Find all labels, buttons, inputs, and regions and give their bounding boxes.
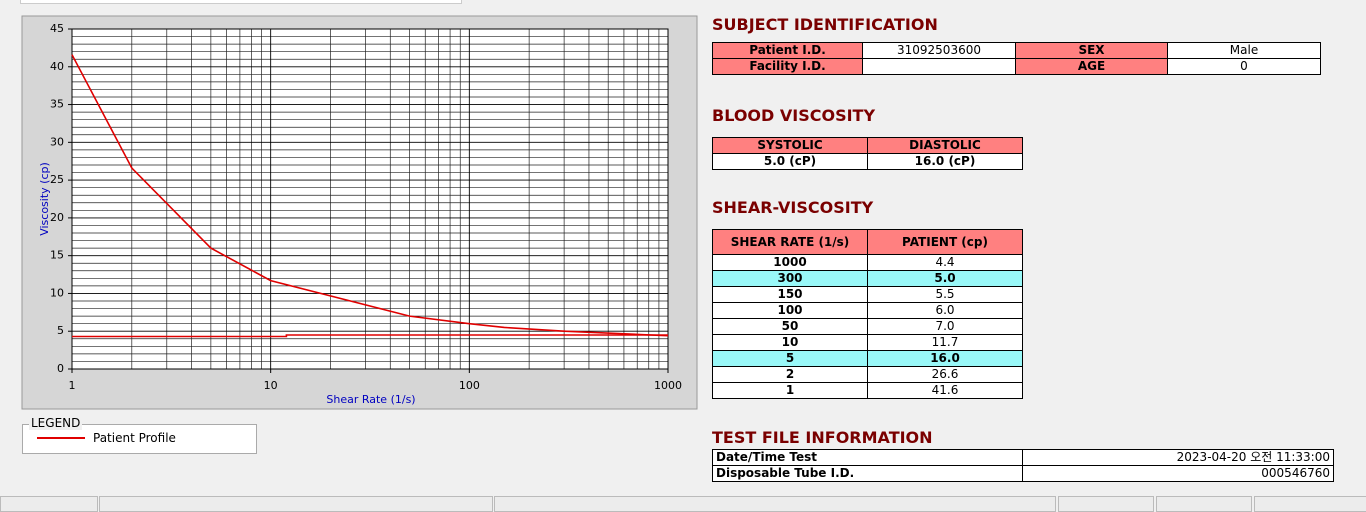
- status-panel: [1058, 496, 1154, 512]
- shear-table: SHEAR RATE (1/s) PATIENT (cp) 1000 4.4 300 5…: [712, 229, 1023, 399]
- cell: 41.6: [867, 382, 1023, 399]
- cell: DIASTOLIC: [867, 137, 1023, 154]
- y-tick-label: 15: [50, 249, 64, 262]
- x-tick-label: 100: [459, 379, 480, 392]
- section-title: SUBJECT IDENTIFICATION: [712, 15, 938, 34]
- cell: 16.0: [867, 350, 1023, 367]
- cell: 000546760: [1022, 465, 1334, 482]
- x-tick-label: 1: [69, 379, 76, 392]
- cell: 6.0: [867, 302, 1023, 319]
- legend-title: LEGEND: [29, 416, 83, 430]
- cell: 100: [712, 302, 868, 319]
- cell: Male: [1167, 42, 1321, 59]
- cell: 5.0 (cP): [712, 153, 868, 170]
- cell: PATIENT (cp): [867, 229, 1023, 255]
- cell: 2023-04-20 오전 11:33:00: [1022, 449, 1334, 466]
- cell: 300: [712, 270, 868, 287]
- blood-table: SYSTOLIC DIASTOLIC 5.0 (cP) 16.0 (cP): [712, 137, 1023, 170]
- cell: 2: [712, 366, 868, 383]
- status-panel: [1156, 496, 1252, 512]
- y-tick-label: 10: [50, 286, 64, 299]
- x-axis-label: Shear Rate (1/s): [326, 393, 415, 406]
- cell: 10: [712, 334, 868, 351]
- data-line: [71, 54, 669, 337]
- x-tick-label: 1000: [654, 379, 682, 392]
- cell: 5.0: [867, 270, 1023, 287]
- cell: 1000: [712, 254, 868, 271]
- cell: 0: [1167, 58, 1321, 75]
- cell: AGE: [1015, 58, 1168, 75]
- y-tick-label: 30: [50, 135, 64, 148]
- plot-area: [72, 29, 668, 369]
- y-tick-label: 45: [50, 22, 64, 35]
- cell: Patient I.D.: [712, 42, 863, 59]
- y-tick-label: 0: [57, 362, 64, 375]
- cell: Date/Time Test: [712, 449, 1023, 466]
- cell: 4.4: [867, 254, 1023, 271]
- section-title: SHEAR-VISCOSITY: [712, 198, 874, 217]
- y-tick-label: 35: [50, 98, 64, 111]
- cell: 26.6: [867, 366, 1023, 383]
- top-tab: [20, 0, 462, 4]
- section-title: TEST FILE INFORMATION: [712, 428, 933, 447]
- cell: 5.5: [867, 286, 1023, 303]
- status-panel: [99, 496, 493, 512]
- legend-item: Patient Profile: [37, 431, 176, 445]
- cell: 50: [712, 318, 868, 335]
- y-tick-label: 20: [50, 211, 64, 224]
- cell: 150: [712, 286, 868, 303]
- test-file-table: Date/Time Test 2023-04-20 오전 11:33:00 Dis…: [712, 449, 1334, 482]
- plot-frame: [71, 28, 669, 370]
- data-line: [72, 334, 668, 338]
- status-panel: [494, 496, 1056, 512]
- cell: Disposable Tube I.D.: [712, 465, 1023, 482]
- y-axis-label: Viscosity (cp): [38, 162, 51, 236]
- cell: 31092503600: [862, 42, 1016, 59]
- cell: 1: [712, 382, 868, 399]
- legend-swatch: [37, 437, 85, 439]
- cell: [862, 58, 1016, 75]
- cell: 5: [712, 350, 868, 367]
- subject-table: Patient I.D. 31092503600 SEX Male Facility …: [712, 42, 1321, 75]
- cell: 16.0 (cP): [867, 153, 1023, 170]
- y-tick-label: 25: [50, 173, 64, 186]
- status-panel: [0, 496, 98, 512]
- cell: SHEAR RATE (1/s): [712, 229, 868, 255]
- chart: Shear Rate (1/s) Viscosity (cp) 0 5 10 15 20…: [21, 15, 698, 410]
- status-panel: [1254, 496, 1366, 512]
- legend: LEGEND Patient Profile: [22, 416, 257, 454]
- cell: 7.0: [867, 318, 1023, 335]
- section-title: BLOOD VISCOSITY: [712, 106, 876, 125]
- legend-label: Patient Profile: [93, 431, 176, 445]
- cell: SEX: [1015, 42, 1168, 59]
- x-tick-label: 10: [264, 379, 278, 392]
- cell: SYSTOLIC: [712, 137, 868, 154]
- y-tick-label: 5: [57, 324, 64, 337]
- y-tick-label: 40: [50, 60, 64, 73]
- cell: 11.7: [867, 334, 1023, 351]
- cell: Facility I.D.: [712, 58, 863, 75]
